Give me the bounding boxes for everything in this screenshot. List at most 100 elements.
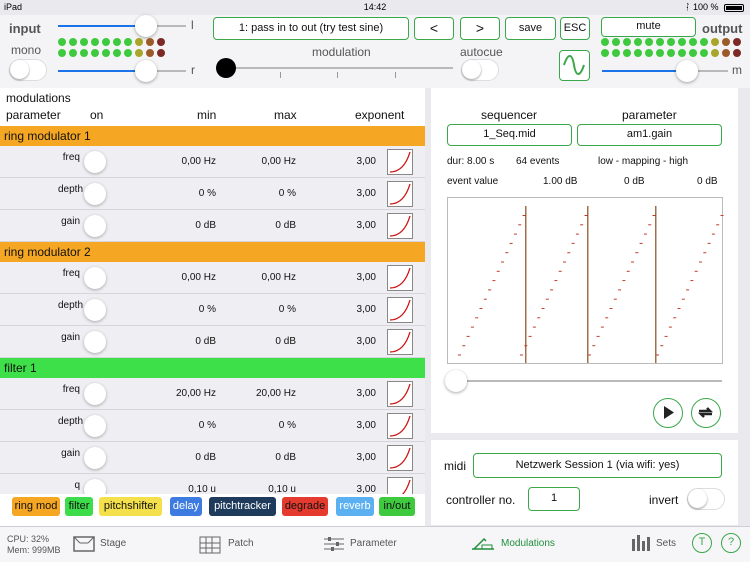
modulation-slider[interactable] bbox=[216, 58, 453, 78]
midi-session-selector[interactable]: Netzwerk Session 1 (via wifi: yes) bbox=[473, 453, 722, 478]
sequence-file-selector[interactable]: 1_Seq.mid bbox=[447, 124, 572, 146]
autocue-toggle[interactable] bbox=[461, 59, 499, 81]
exponent-value[interactable]: 3,00 bbox=[356, 420, 376, 431]
max-value[interactable]: 0 dB bbox=[275, 452, 296, 463]
invert-toggle[interactable] bbox=[687, 488, 725, 510]
autocue-label: autocue bbox=[460, 45, 503, 59]
exponent-value[interactable]: 3,00 bbox=[356, 484, 376, 495]
output-level-meter bbox=[601, 38, 742, 58]
max-value[interactable]: 0,00 Hz bbox=[261, 272, 296, 283]
tab-patch[interactable]: Patch bbox=[198, 535, 254, 560]
meter-led bbox=[700, 38, 708, 46]
exponent-value[interactable]: 3,00 bbox=[356, 336, 376, 347]
mapping-label: low - mapping - high bbox=[598, 156, 689, 167]
max-value[interactable]: 0,10 u bbox=[268, 484, 296, 495]
exponent-curve-icon[interactable] bbox=[387, 381, 413, 407]
output-volume-slider[interactable] bbox=[602, 60, 728, 82]
next-patch-button[interactable]: > bbox=[460, 17, 500, 40]
patch-selector[interactable]: 1: pass in to out (try test sine) bbox=[213, 17, 409, 40]
save-button[interactable]: save bbox=[505, 17, 556, 40]
meter-led bbox=[722, 38, 730, 46]
tab-sets[interactable]: Sets bbox=[630, 533, 676, 558]
exponent-value[interactable]: 3,00 bbox=[356, 220, 376, 231]
sequence-position-slider[interactable] bbox=[445, 370, 722, 392]
min-value[interactable]: 0 % bbox=[198, 304, 216, 315]
exponent-curve-icon[interactable] bbox=[387, 329, 413, 355]
parameter-name: depth bbox=[58, 300, 84, 311]
modulation-on-toggle[interactable] bbox=[84, 331, 106, 353]
tab-parameter[interactable]: Parameter bbox=[322, 535, 397, 558]
mute-button[interactable]: mute bbox=[601, 17, 696, 37]
module-button[interactable]: delay bbox=[170, 497, 202, 516]
exponent-value[interactable]: 3,00 bbox=[356, 304, 376, 315]
sequence-event-view[interactable] bbox=[447, 197, 724, 364]
esc-button[interactable]: ESC bbox=[560, 17, 590, 40]
modulation-on-toggle[interactable] bbox=[84, 151, 106, 173]
meter-led bbox=[80, 49, 88, 57]
controller-number-field[interactable]: 1 bbox=[528, 487, 580, 511]
input-l-slider[interactable] bbox=[58, 15, 186, 37]
modulation-on-toggle[interactable] bbox=[84, 183, 106, 205]
exponent-value[interactable]: 3,00 bbox=[356, 156, 376, 167]
exponent-curve-icon[interactable] bbox=[387, 297, 413, 323]
module-button[interactable]: pitchshifter bbox=[99, 497, 162, 516]
modulation-on-toggle[interactable] bbox=[84, 299, 106, 321]
module-button[interactable]: reverb bbox=[336, 497, 374, 516]
sequence-events-plot bbox=[458, 206, 724, 363]
module-button[interactable]: in/out bbox=[379, 497, 415, 516]
min-value[interactable]: 20,00 Hz bbox=[175, 388, 216, 399]
exponent-curve-icon[interactable] bbox=[387, 181, 413, 207]
exponent-value[interactable]: 3,00 bbox=[356, 272, 376, 283]
min-value[interactable]: 0 dB bbox=[195, 220, 216, 231]
exponent-curve-icon[interactable] bbox=[387, 445, 413, 471]
exponent-value[interactable]: 3,00 bbox=[356, 188, 376, 199]
max-value[interactable]: 0 % bbox=[278, 304, 296, 315]
tuner-button[interactable]: T bbox=[692, 533, 712, 553]
loop-button[interactable] bbox=[691, 398, 721, 428]
meter-led bbox=[91, 49, 99, 57]
max-value[interactable]: 0 % bbox=[278, 420, 296, 431]
modulation-on-toggle[interactable] bbox=[84, 447, 106, 469]
parameter-name: depth bbox=[58, 184, 84, 195]
min-value[interactable]: 0 dB bbox=[195, 452, 216, 463]
test-sine-button[interactable] bbox=[559, 50, 590, 81]
sequence-parameter-selector[interactable]: am1.gain bbox=[577, 124, 722, 146]
help-button[interactable]: ? bbox=[721, 533, 741, 553]
min-value[interactable]: 0 dB bbox=[195, 336, 216, 347]
modulation-on-toggle[interactable] bbox=[84, 267, 106, 289]
exponent-value[interactable]: 3,00 bbox=[356, 388, 376, 399]
meter-led bbox=[601, 49, 609, 57]
input-l-label: l bbox=[191, 18, 194, 32]
play-button[interactable] bbox=[653, 398, 683, 428]
max-value[interactable]: 0 dB bbox=[275, 220, 296, 231]
prev-patch-button[interactable]: < bbox=[414, 17, 454, 40]
input-label: input bbox=[9, 21, 41, 36]
tab-modulations[interactable]: Modulations bbox=[470, 535, 555, 558]
max-value[interactable]: 20,00 Hz bbox=[255, 388, 296, 399]
exponent-curve-icon[interactable] bbox=[387, 265, 413, 291]
max-value[interactable]: 0 dB bbox=[275, 336, 296, 347]
meter-led bbox=[711, 49, 719, 57]
max-value[interactable]: 0,00 Hz bbox=[261, 156, 296, 167]
tab-stage[interactable]: Stage bbox=[72, 535, 126, 558]
min-value[interactable]: 0,00 Hz bbox=[181, 156, 216, 167]
module-button[interactable]: ring mod bbox=[12, 497, 60, 516]
min-value[interactable]: 0 % bbox=[198, 420, 216, 431]
exponent-curve-icon[interactable] bbox=[387, 149, 413, 175]
event-value: 1.00 dB bbox=[543, 176, 578, 187]
exponent-curve-icon[interactable] bbox=[387, 413, 413, 439]
mono-toggle[interactable] bbox=[9, 59, 47, 81]
module-button[interactable]: pitchtracker bbox=[209, 497, 276, 516]
min-value[interactable]: 0 % bbox=[198, 188, 216, 199]
modulation-on-toggle[interactable] bbox=[84, 215, 106, 237]
input-r-slider[interactable] bbox=[58, 60, 186, 82]
module-button[interactable]: degrade bbox=[282, 497, 328, 516]
exponent-curve-icon[interactable] bbox=[387, 213, 413, 239]
modulation-on-toggle[interactable] bbox=[84, 383, 106, 405]
module-button[interactable]: filter bbox=[65, 497, 93, 516]
exponent-value[interactable]: 3,00 bbox=[356, 452, 376, 463]
min-value[interactable]: 0,00 Hz bbox=[181, 272, 216, 283]
min-value[interactable]: 0,10 u bbox=[188, 484, 216, 495]
max-value[interactable]: 0 % bbox=[278, 188, 296, 199]
modulation-on-toggle[interactable] bbox=[84, 415, 106, 437]
